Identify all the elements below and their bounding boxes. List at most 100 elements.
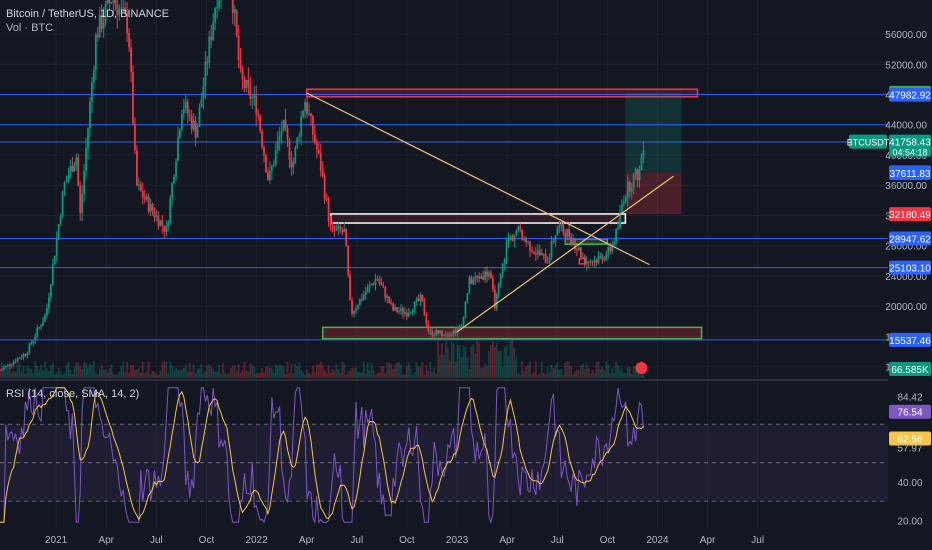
candle-body bbox=[1, 369, 3, 371]
volume-bar bbox=[368, 370, 371, 378]
candle-body bbox=[628, 181, 631, 192]
symbol-title[interactable]: Bitcoin / TetherUS, 1D, BINANCE bbox=[6, 8, 170, 20]
candle-body bbox=[452, 330, 455, 335]
volume-bar bbox=[574, 371, 576, 378]
candle-body bbox=[196, 126, 199, 138]
volume-bar bbox=[396, 362, 398, 378]
volume-bar bbox=[488, 351, 490, 378]
candle-body bbox=[147, 196, 150, 212]
volume-bar bbox=[400, 364, 402, 378]
volume-bar bbox=[355, 367, 357, 378]
volume-bar bbox=[100, 364, 103, 378]
volume-bar bbox=[527, 364, 529, 378]
volume-bar bbox=[464, 347, 467, 378]
position-loss-area bbox=[625, 172, 682, 215]
symbol-tag: BTCUSDT bbox=[847, 138, 890, 148]
candle-body bbox=[630, 188, 633, 192]
candle-body bbox=[576, 249, 578, 251]
volume-bar bbox=[224, 372, 226, 378]
volume-bar bbox=[222, 362, 224, 378]
volume-bar bbox=[597, 361, 600, 378]
volume-bar bbox=[280, 365, 283, 378]
candle-body bbox=[603, 258, 606, 261]
volume-bar bbox=[79, 365, 82, 378]
candle-body bbox=[366, 287, 369, 293]
volume-bar bbox=[14, 371, 17, 378]
volume-bar bbox=[175, 367, 177, 378]
candle-body bbox=[605, 254, 608, 259]
volume-bar bbox=[382, 366, 385, 378]
volume-bar bbox=[550, 364, 553, 378]
volume-bar bbox=[87, 367, 89, 378]
candle-body bbox=[184, 101, 187, 109]
volume-bar bbox=[351, 368, 353, 378]
candle-body bbox=[143, 197, 146, 200]
candle-body bbox=[81, 193, 84, 214]
volume-bar bbox=[290, 363, 293, 378]
candle-body bbox=[239, 59, 242, 70]
price-label: 47982.92 bbox=[889, 91, 931, 102]
volume-bar bbox=[38, 369, 41, 378]
candle-body bbox=[523, 238, 526, 241]
price-label: 25103.10 bbox=[889, 264, 931, 275]
volume-bar bbox=[331, 369, 334, 378]
event-flag-icon bbox=[635, 362, 648, 374]
volume-bar bbox=[208, 363, 211, 378]
volume-bar bbox=[6, 368, 9, 378]
candle-body bbox=[4, 365, 7, 368]
price-tick-label: 28000.00 bbox=[885, 242, 927, 253]
candle-body bbox=[169, 198, 172, 223]
candle-body bbox=[519, 226, 522, 230]
candle-body bbox=[439, 330, 441, 334]
volume-bar bbox=[595, 362, 598, 378]
candle-body bbox=[202, 86, 205, 100]
price-label: 32180.49 bbox=[889, 210, 931, 221]
candle-body bbox=[61, 192, 64, 217]
candle-body bbox=[87, 127, 89, 149]
volume-bar bbox=[619, 369, 621, 378]
candle-body bbox=[407, 313, 410, 317]
candle-body bbox=[10, 364, 13, 366]
volume-bar bbox=[531, 374, 533, 378]
candle-body bbox=[458, 326, 461, 328]
candle-body bbox=[167, 222, 170, 226]
candle-body bbox=[216, 7, 218, 9]
rsi-tick-label: 76.54 bbox=[897, 408, 922, 419]
volume-bar bbox=[392, 369, 395, 378]
candle-body bbox=[122, 7, 125, 9]
volume-bar bbox=[110, 364, 113, 378]
candle-body bbox=[46, 308, 48, 316]
candle-body bbox=[513, 234, 516, 241]
candle-body bbox=[100, 14, 103, 29]
candle-body bbox=[341, 230, 344, 232]
candle-body bbox=[415, 298, 418, 302]
price-label: 37611.83 bbox=[890, 169, 931, 180]
candle-body bbox=[611, 244, 614, 252]
rsi-title[interactable]: RSI (14, close, SMA, 14, 2) bbox=[6, 388, 140, 400]
volume-bar bbox=[405, 366, 408, 378]
candle-body bbox=[75, 157, 78, 165]
time-tick-label: 2023 bbox=[446, 535, 469, 546]
volume-bar bbox=[609, 373, 612, 378]
candle-body bbox=[556, 227, 559, 236]
candle-body bbox=[538, 250, 541, 256]
candle-body bbox=[186, 101, 189, 115]
candle-body bbox=[327, 198, 330, 222]
volume-bar bbox=[214, 371, 217, 378]
candle-body bbox=[65, 179, 68, 183]
trend-line bbox=[306, 92, 650, 266]
volume-bar bbox=[141, 362, 144, 378]
price-tick-label: 56000.00 bbox=[885, 30, 927, 41]
volume-bar bbox=[310, 374, 312, 378]
volume-bar bbox=[102, 369, 105, 378]
volume-bar bbox=[435, 373, 438, 378]
volume-bar bbox=[171, 365, 174, 378]
volume-bar bbox=[441, 343, 443, 378]
volume-bar bbox=[388, 362, 391, 378]
candle-body bbox=[601, 255, 604, 261]
candle-body bbox=[521, 229, 524, 241]
candle-body bbox=[12, 361, 15, 365]
volume-bar bbox=[581, 363, 584, 378]
candle-body bbox=[34, 336, 37, 341]
